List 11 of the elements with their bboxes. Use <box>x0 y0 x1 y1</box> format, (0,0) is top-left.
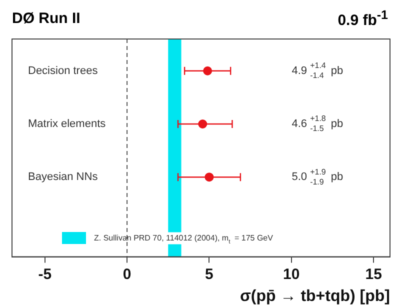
x-tick-label: 15 <box>365 266 382 283</box>
chart-subtitle: 0.9 fb$^{-1}$ <box>338 8 388 29</box>
y-tick-label: Decision trees <box>28 64 98 77</box>
y-tick-label: Bayesian NNs <box>28 171 98 184</box>
x-tick-label: -5 <box>38 266 52 283</box>
x-tick-label: 5 <box>205 266 214 283</box>
chart-title: DØ Run II <box>12 10 80 27</box>
y-tick-label: Matrix elements <box>28 118 106 130</box>
x-axis-title: σ(pp̄ → tb+tqb) [pb] <box>240 288 390 305</box>
x-tick-label: 0 <box>122 266 132 283</box>
x-tick-label: 10 <box>283 266 300 283</box>
